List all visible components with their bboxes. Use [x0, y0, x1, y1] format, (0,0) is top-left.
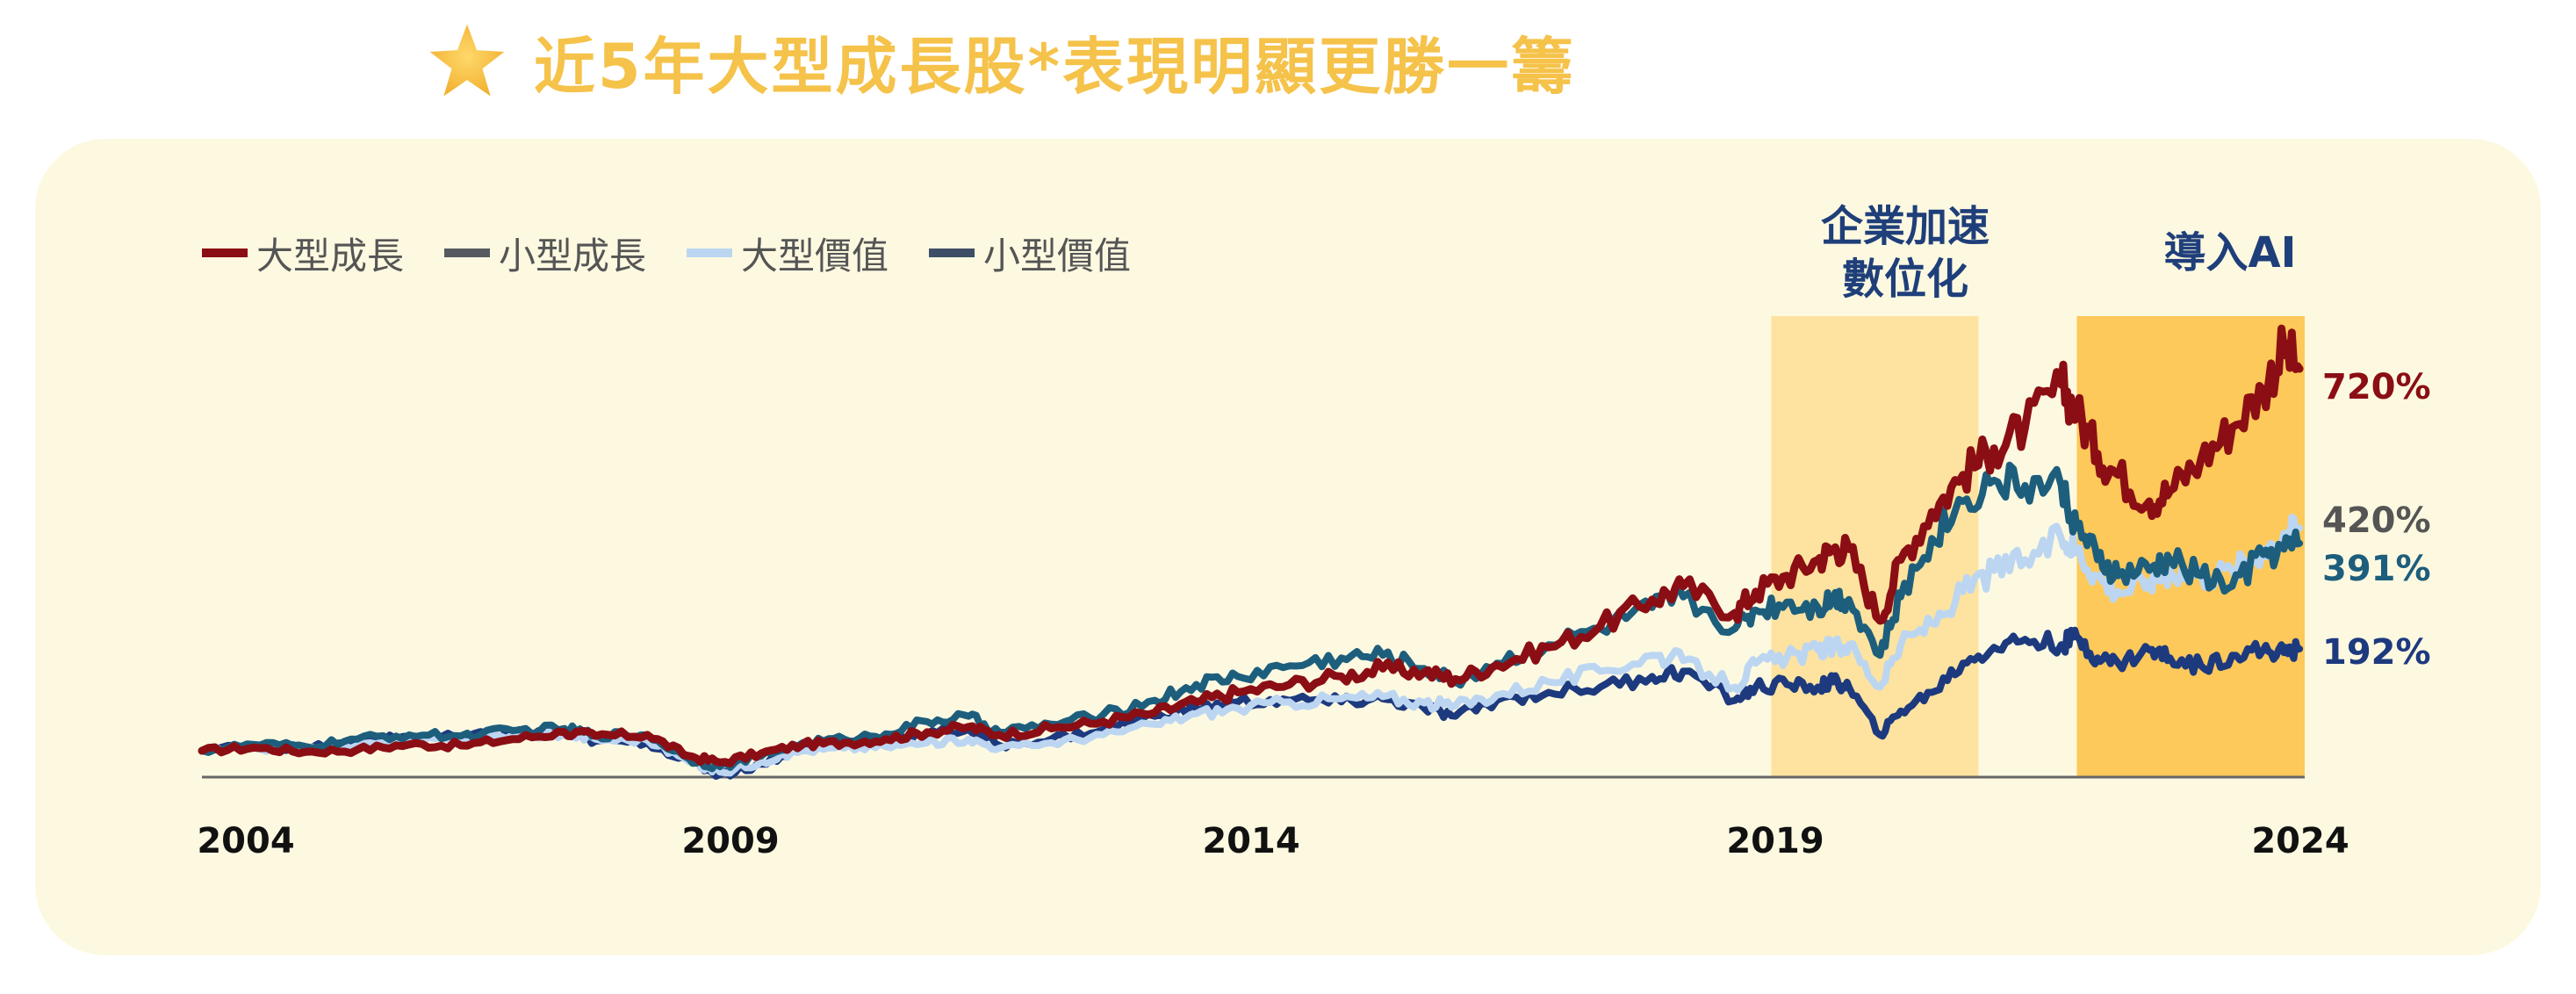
legend-item-large-growth: 大型成長 — [202, 227, 404, 280]
legend-item-large-value: 大型價值 — [687, 227, 889, 280]
series-line-1 — [198, 461, 2304, 773]
end-label-large-growth: 720% — [2322, 367, 2431, 407]
legend: 大型成長 小型成長 大型價值 小型價值 — [202, 227, 1131, 279]
x-tick-2004: 2004 — [197, 821, 295, 861]
end-label-small-value: 192% — [2322, 632, 2431, 673]
legend-label-large-value: 大型價值 — [741, 234, 889, 277]
legend-label-small-growth: 小型成長 — [499, 234, 647, 277]
x-tick-2014: 2014 — [1202, 821, 1300, 861]
legend-label-large-growth: 大型成長 — [256, 234, 405, 277]
x-tick-2009: 2009 — [681, 821, 780, 861]
chart-title: 近5年大型成長股*表現明顯更勝一籌 — [533, 30, 1576, 103]
series-line-0 — [198, 324, 2304, 767]
phase-label-digital: 企業加速 數位化 — [1820, 202, 1990, 304]
series-line-3 — [198, 626, 2304, 780]
title-row: 近5年大型成長股*表現明顯更勝一籌 — [0, 18, 2002, 105]
end-label-large-value: 420% — [2322, 501, 2431, 541]
shaded-period-0 — [1771, 316, 1979, 777]
star-icon — [429, 24, 505, 97]
legend-label-small-value: 小型價值 — [983, 234, 1132, 277]
legend-swatch-large-value — [687, 248, 733, 257]
series-line-2 — [198, 514, 2304, 777]
x-tick-2024: 2024 — [2251, 821, 2349, 861]
end-label-small-growth: 391% — [2322, 549, 2431, 589]
phase-label-ai: 導入AI — [2163, 228, 2297, 277]
x-tick-2019: 2019 — [1726, 821, 1824, 861]
legend-swatch-small-growth — [444, 248, 491, 257]
legend-item-small-growth: 小型成長 — [444, 227, 646, 280]
legend-swatch-small-value — [929, 248, 975, 257]
legend-swatch-large-growth — [202, 248, 248, 257]
legend-item-small-value: 小型價值 — [929, 227, 1131, 280]
